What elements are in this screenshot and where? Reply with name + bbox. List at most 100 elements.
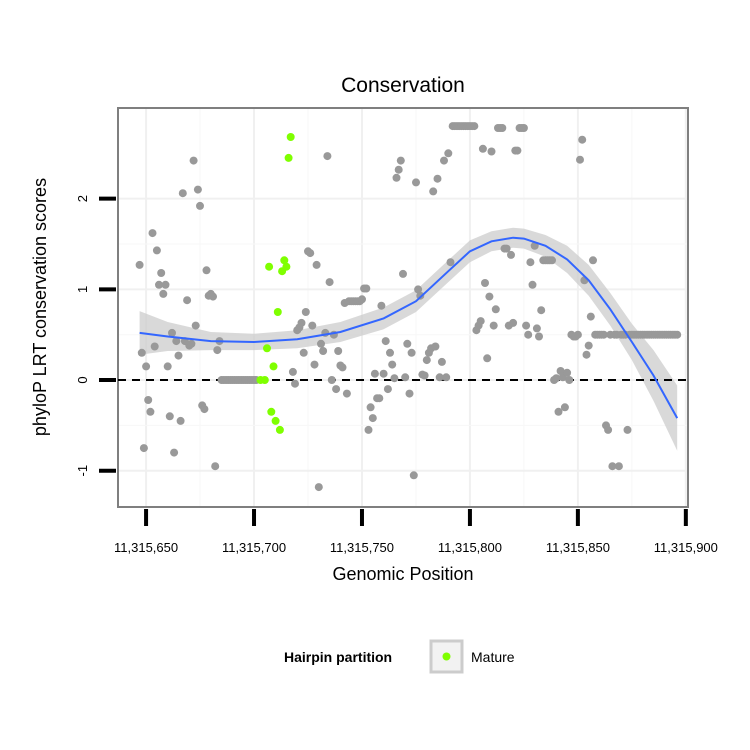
data-point bbox=[155, 280, 163, 289]
data-point-mature bbox=[282, 262, 291, 271]
x-tick-label: 11,315,700 bbox=[222, 540, 286, 555]
data-point bbox=[342, 389, 351, 398]
data-point-mature bbox=[265, 262, 274, 271]
data-point bbox=[420, 371, 429, 380]
data-point bbox=[157, 269, 166, 277]
data-point bbox=[401, 373, 410, 382]
data-point bbox=[383, 385, 392, 394]
data-point bbox=[375, 394, 384, 403]
data-point bbox=[483, 354, 492, 363]
data-point bbox=[399, 269, 407, 278]
data-point bbox=[381, 337, 390, 346]
data-point bbox=[481, 279, 489, 287]
data-point bbox=[317, 339, 325, 348]
data-point bbox=[524, 330, 533, 339]
data-point bbox=[565, 376, 574, 384]
data-point bbox=[146, 407, 155, 416]
data-point bbox=[334, 347, 343, 355]
data-point bbox=[412, 178, 420, 187]
data-point bbox=[189, 156, 198, 165]
data-point bbox=[308, 321, 317, 330]
data-point bbox=[163, 362, 172, 371]
data-point-mature bbox=[267, 407, 276, 416]
data-point bbox=[144, 396, 153, 404]
x-tick-label: 11,315,800 bbox=[438, 540, 502, 555]
y-tick-label: 0 bbox=[75, 376, 90, 383]
data-point bbox=[528, 280, 537, 289]
data-point bbox=[310, 360, 319, 369]
data-point bbox=[209, 292, 217, 301]
x-tick-label: 11,315,900 bbox=[654, 540, 718, 555]
data-point bbox=[519, 124, 528, 132]
data-point bbox=[213, 346, 222, 355]
data-point bbox=[535, 332, 543, 341]
data-point bbox=[440, 156, 448, 165]
data-point bbox=[604, 425, 613, 434]
data-point bbox=[576, 155, 584, 164]
data-point bbox=[507, 250, 515, 259]
data-point bbox=[522, 321, 531, 330]
data-point bbox=[532, 324, 541, 333]
data-point bbox=[407, 348, 416, 357]
data-point bbox=[135, 260, 144, 269]
data-point bbox=[183, 296, 192, 305]
data-point bbox=[422, 356, 431, 365]
data-point bbox=[586, 312, 595, 321]
data-point bbox=[502, 244, 511, 253]
data-point bbox=[614, 462, 623, 471]
data-point bbox=[394, 165, 403, 174]
data-point bbox=[159, 289, 168, 298]
data-point bbox=[444, 149, 453, 158]
data-point bbox=[435, 373, 444, 382]
data-point bbox=[168, 328, 176, 337]
data-point bbox=[578, 135, 587, 144]
data-point bbox=[446, 258, 455, 267]
data-point bbox=[608, 462, 617, 471]
data-point bbox=[139, 444, 148, 453]
data-point bbox=[338, 363, 347, 372]
data-point bbox=[312, 260, 321, 269]
data-point bbox=[526, 258, 535, 267]
data-point bbox=[573, 330, 582, 339]
data-point bbox=[489, 321, 498, 330]
data-point bbox=[623, 425, 632, 434]
confidence-ribbon-layer bbox=[139, 227, 678, 451]
data-point-mature bbox=[271, 416, 280, 425]
data-point bbox=[396, 156, 405, 165]
data-point bbox=[370, 369, 379, 378]
data-point bbox=[548, 256, 556, 265]
data-point bbox=[137, 348, 146, 357]
legend-key-mature bbox=[429, 639, 464, 674]
data-point bbox=[487, 147, 496, 156]
data-point bbox=[314, 483, 323, 492]
data-point bbox=[554, 407, 563, 416]
data-point bbox=[299, 348, 308, 357]
data-point bbox=[673, 330, 682, 339]
data-point bbox=[161, 280, 170, 289]
data-point bbox=[174, 351, 183, 360]
data-point bbox=[485, 292, 494, 301]
data-point bbox=[414, 285, 423, 294]
smooth-line bbox=[139, 236, 679, 419]
data-point bbox=[323, 152, 332, 161]
data-point bbox=[297, 318, 306, 327]
data-point bbox=[187, 339, 196, 348]
data-point bbox=[152, 246, 161, 255]
data-point bbox=[552, 374, 561, 383]
points-layer bbox=[135, 122, 682, 492]
x-axis-title: Genomic Position bbox=[332, 564, 473, 584]
data-point-mature bbox=[260, 376, 269, 384]
data-point bbox=[150, 342, 159, 351]
data-point bbox=[306, 249, 315, 258]
data-point bbox=[327, 376, 336, 384]
data-point bbox=[498, 124, 507, 132]
data-point bbox=[589, 256, 597, 265]
data-point bbox=[319, 347, 328, 355]
legend: Hairpin partition Mature bbox=[284, 639, 515, 674]
data-point bbox=[165, 412, 174, 421]
data-point bbox=[170, 448, 179, 457]
data-point bbox=[582, 350, 591, 359]
data-point bbox=[379, 369, 388, 378]
data-point-mature bbox=[275, 425, 284, 434]
